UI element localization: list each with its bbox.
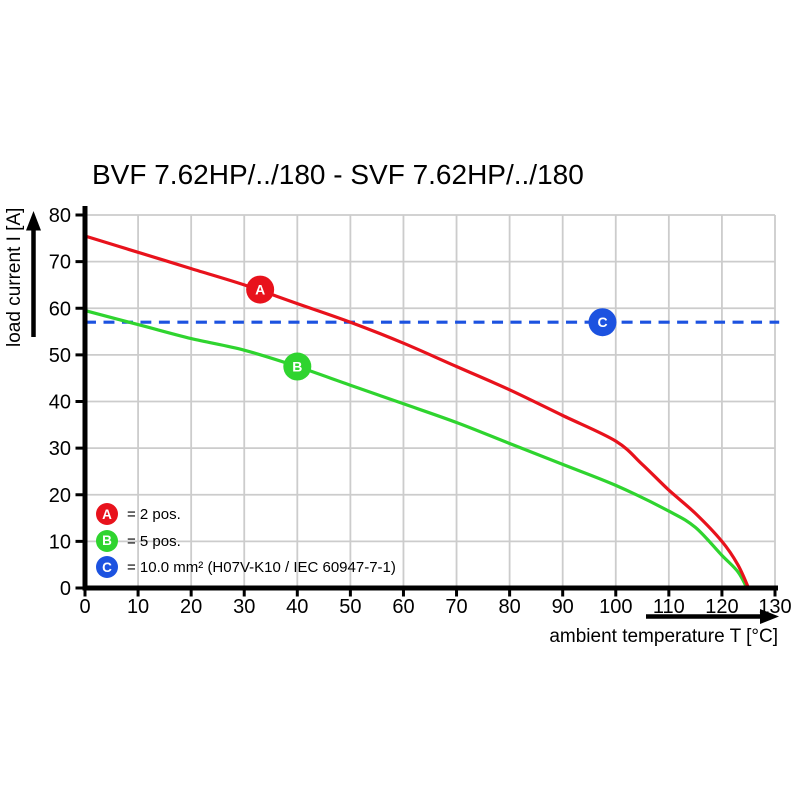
x-tick-label: 40 [286, 596, 308, 618]
y-tick-label: 0 [60, 578, 71, 600]
x-tick-label: 120 [705, 596, 738, 618]
y-tick-label: 10 [49, 531, 71, 553]
marker-b-badge [283, 352, 312, 381]
x-axis-label: ambient temperature T [°C] [549, 626, 778, 647]
x-tick-label: 0 [79, 596, 90, 618]
marker-c-badge [588, 308, 617, 337]
curve-b [84, 309, 749, 589]
y-tick-label: 60 [49, 298, 71, 320]
x-tick-label: 60 [392, 596, 414, 618]
x-tick-label: 50 [339, 596, 361, 618]
x-tick-label: 70 [445, 596, 467, 618]
chart-legend: A = 2 pos. B = 5 pos. C = 10.0 mm² (H07V… [96, 501, 396, 581]
legend-marker-c-icon: C [96, 556, 118, 579]
y-tick-label: 20 [49, 485, 71, 507]
marker-a-badge [246, 275, 275, 304]
legend-item-c: C = 10.0 mm² (H07V-K10 / IEC 60947-7-1) [96, 554, 396, 581]
x-axis-arrow-head-icon [760, 609, 779, 624]
curve-a [84, 234, 750, 589]
x-tick-label: 100 [599, 596, 632, 618]
y-axis-arrow-head-icon [26, 211, 41, 231]
legend-label-a: = 2 pos. [127, 506, 181, 524]
legend-marker-a-icon: A [96, 503, 118, 526]
y-tick-label: 70 [49, 252, 71, 274]
x-tick-label: 80 [498, 596, 520, 618]
x-tick-label: 90 [552, 596, 574, 618]
y-tick-label: 30 [49, 438, 71, 460]
marker-a-letter: A [255, 282, 265, 298]
x-tick-label: 110 [653, 596, 685, 618]
legend-label-c: = 10.0 mm² (H07V-K10 / IEC 60947-7-1) [127, 559, 396, 577]
legend-item-b: B = 5 pos. [96, 528, 396, 555]
legend-marker-b-icon: B [96, 529, 118, 552]
marker-c-letter: C [597, 314, 607, 330]
x-tick-label: 10 [127, 596, 149, 618]
y-tick-label: 50 [49, 345, 71, 367]
x-tick-label: 30 [233, 596, 255, 618]
legend-label-b: = 5 pos. [127, 532, 181, 550]
marker-b-letter: B [292, 359, 302, 375]
legend-item-a: A = 2 pos. [96, 501, 396, 528]
y-tick-label: 40 [49, 392, 71, 414]
x-tick-label: 20 [180, 596, 202, 618]
chart-title: BVF 7.62HP/../180 - SVF 7.62HP/../180 [92, 159, 584, 190]
y-tick-label: 80 [49, 205, 71, 227]
